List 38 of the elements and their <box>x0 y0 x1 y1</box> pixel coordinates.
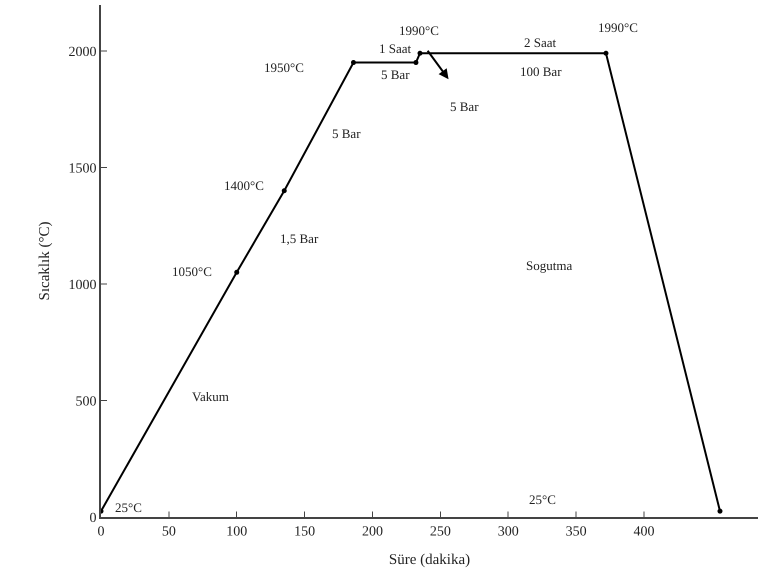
annotation: 1990°C <box>399 23 439 38</box>
x-tick-label: 400 <box>633 524 654 540</box>
point <box>282 188 287 194</box>
annotation: 2 Saat <box>524 35 557 50</box>
point <box>603 50 608 56</box>
annotation: Sogutma <box>526 258 572 273</box>
y-tick-label: 500 <box>75 394 96 410</box>
y-tick-label: 2000 <box>68 44 96 60</box>
annotation: 5 Bar <box>381 67 410 82</box>
x-tick-label: 200 <box>362 524 383 540</box>
annotation: 25°C <box>115 500 142 515</box>
x-axis-title: Süre (dakika) <box>388 552 470 568</box>
y-axis-title: Sıcaklık (°C) <box>37 222 54 300</box>
annotation: 5 Bar <box>450 99 480 114</box>
annotation: 1050°C <box>172 264 212 279</box>
x-tick-label: 100 <box>226 524 248 540</box>
x-tick-label: 50 <box>162 524 176 540</box>
y-tick-label: 1500 <box>68 161 96 176</box>
annotation: 1,5 Bar <box>280 231 319 246</box>
x-tick-label: 300 <box>498 524 519 540</box>
point <box>717 508 722 514</box>
y-tick-label: 0 <box>89 510 96 526</box>
point <box>350 60 356 66</box>
point <box>418 50 422 56</box>
annotation: Vakum <box>192 389 229 404</box>
x-tick-label: 250 <box>430 524 451 540</box>
x-tick-label: 150 <box>294 524 316 540</box>
annotation: 1400°C <box>224 178 264 193</box>
annotation: 25°C <box>529 492 556 507</box>
annotation: 5 Bar <box>332 126 362 141</box>
point <box>413 60 418 66</box>
annotation: 1990°C <box>598 20 638 35</box>
point <box>234 270 240 275</box>
annotation: 1 Saat <box>379 41 412 56</box>
y-tick-label: 1000 <box>68 278 96 293</box>
annotation: 1950°C <box>264 60 304 75</box>
annotation: 100 Bar <box>520 64 562 79</box>
x-tick-label: 350 <box>566 524 587 540</box>
